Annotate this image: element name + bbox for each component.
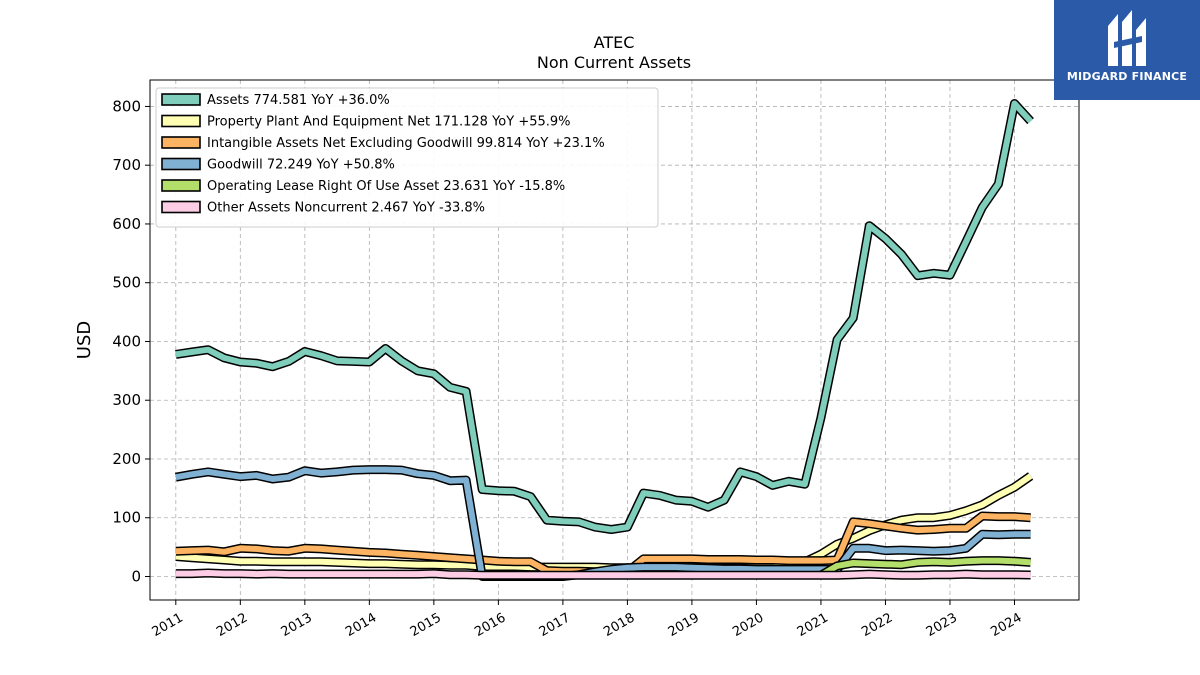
x-tick-label: 2020 <box>730 610 766 640</box>
legend-swatch <box>161 114 201 128</box>
y-tick-label: 0 <box>131 567 141 585</box>
x-tick-label: 2022 <box>859 610 895 640</box>
x-tick-label: 2017 <box>537 610 573 640</box>
x-tick-label: 2014 <box>343 610 379 640</box>
y-tick-label: 200 <box>112 450 141 468</box>
x-tick-label: 2012 <box>214 610 250 640</box>
x-axis: 2011 2012 2013 2014 2015 2016 2017 2018 2019 2020… <box>150 600 1024 640</box>
y-axis-label: USD <box>74 321 95 359</box>
x-tick-label: 2024 <box>988 610 1024 640</box>
y-axis: 0 100 200 300 400 500 600 700 800 <box>112 97 150 585</box>
series-layer <box>175 99 1034 581</box>
y-tick-label: 500 <box>112 274 141 292</box>
legend: Assets 774.581 YoY +36.0% Property Plant … <box>155 87 659 228</box>
y-tick-label: 400 <box>112 332 141 350</box>
chart-subtitle: Non Current Assets <box>537 53 691 72</box>
x-tick-label: 2019 <box>666 610 702 640</box>
series-line-4 <box>175 466 1031 580</box>
plot-frame <box>149 79 1080 601</box>
legend-entry-label: Operating Lease Right Of Use Asset 23.63… <box>207 179 565 194</box>
legend-swatch <box>161 136 201 149</box>
brand-logo: MIDGARD FINANCE <box>1054 0 1200 100</box>
x-tick-label: 2021 <box>795 610 831 640</box>
legend-swatch <box>161 157 201 171</box>
series-line-1 <box>175 100 1033 533</box>
x-tick-label: 2013 <box>279 610 315 640</box>
y-tick-label: 700 <box>112 156 141 174</box>
y-tick-label: 800 <box>112 97 141 115</box>
y-tick-label: 100 <box>112 509 141 527</box>
legend-swatch <box>161 93 201 106</box>
x-tick-label: 2011 <box>150 610 186 640</box>
x-tick-label: 2015 <box>408 610 444 640</box>
brand-name: MIDGARD FINANCE <box>1066 70 1188 83</box>
legend-entry-label: Assets 774.581 YoY +36.0% <box>207 93 390 108</box>
legend-entry-label: Property Plant And Equipment Net 171.128… <box>207 115 571 130</box>
legend-swatch <box>161 200 201 214</box>
y-tick-label: 600 <box>112 215 141 233</box>
series-line-5 <box>819 557 1031 578</box>
y-tick-label: 300 <box>112 391 141 409</box>
chart-title: ATEC <box>594 33 635 52</box>
midgard-logo-icon <box>1108 10 1146 66</box>
legend-entry-label: Intangible Assets Net Excluding Goodwill… <box>207 136 605 151</box>
x-tick-label: 2018 <box>601 610 637 640</box>
legend-entry-label: Goodwill 72.249 YoY +50.8% <box>207 158 395 173</box>
x-tick-label: 2023 <box>924 610 960 640</box>
series-line-6 <box>175 570 1031 579</box>
legend-swatch <box>161 179 201 192</box>
legend-entry-label: Other Assets Noncurrent 2.467 YoY -33.8% <box>207 201 485 216</box>
legend-box <box>155 87 659 228</box>
x-tick-label: 2016 <box>472 610 508 640</box>
